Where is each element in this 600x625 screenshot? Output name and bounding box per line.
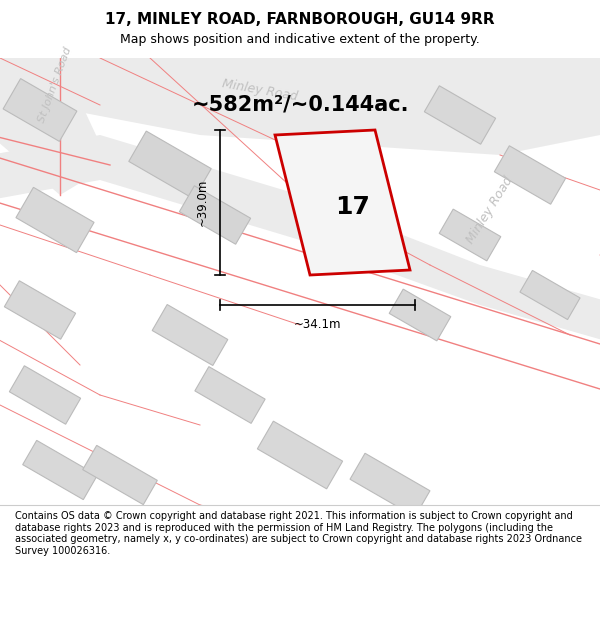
Polygon shape (83, 446, 157, 504)
Polygon shape (0, 58, 110, 195)
Text: Minley Road: Minley Road (464, 174, 516, 246)
Polygon shape (439, 209, 501, 261)
Text: ~34.1m: ~34.1m (294, 319, 341, 331)
Polygon shape (424, 86, 496, 144)
Text: Minley Road: Minley Road (221, 77, 299, 103)
Polygon shape (0, 135, 600, 375)
Polygon shape (3, 79, 77, 141)
Text: Contains OS data © Crown copyright and database right 2021. This information is : Contains OS data © Crown copyright and d… (15, 511, 582, 556)
Text: St John's Road: St John's Road (37, 46, 73, 124)
Polygon shape (16, 188, 94, 253)
Polygon shape (257, 421, 343, 489)
Polygon shape (195, 367, 265, 423)
Polygon shape (152, 304, 228, 366)
Polygon shape (0, 58, 600, 155)
Polygon shape (129, 131, 211, 199)
Polygon shape (275, 130, 410, 275)
Text: ~39.0m: ~39.0m (196, 179, 209, 226)
Polygon shape (10, 366, 80, 424)
Polygon shape (389, 289, 451, 341)
Text: 17: 17 (335, 196, 370, 219)
Polygon shape (520, 271, 580, 319)
Polygon shape (350, 453, 430, 517)
Polygon shape (23, 441, 97, 499)
Polygon shape (494, 146, 566, 204)
Polygon shape (4, 281, 76, 339)
Polygon shape (179, 186, 251, 244)
Text: Map shows position and indicative extent of the property.: Map shows position and indicative extent… (120, 33, 480, 46)
Text: ~582m²/~0.144ac.: ~582m²/~0.144ac. (191, 95, 409, 115)
Text: 17, MINLEY ROAD, FARNBOROUGH, GU14 9RR: 17, MINLEY ROAD, FARNBOROUGH, GU14 9RR (105, 12, 495, 27)
